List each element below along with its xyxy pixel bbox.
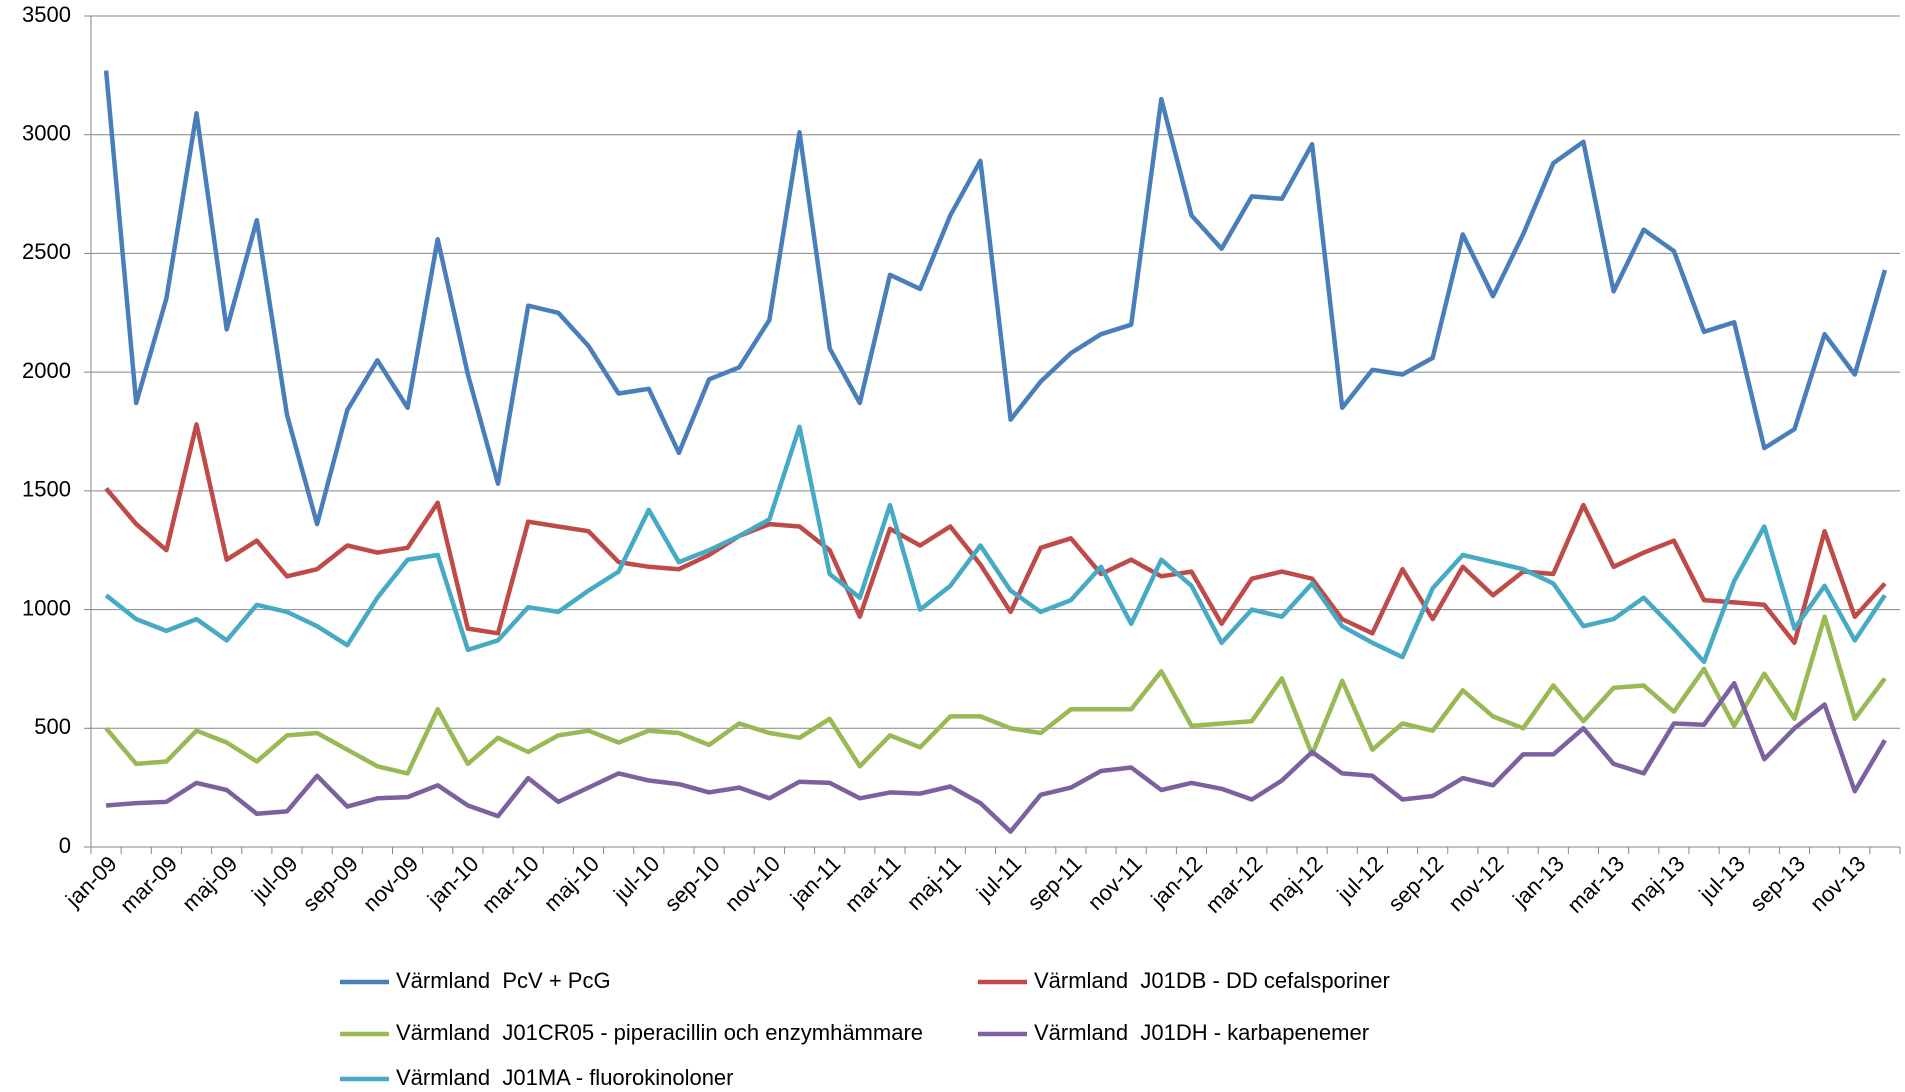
x-tick-label: jan-12 [1145, 851, 1207, 913]
x-tick-label: jul-12 [1332, 851, 1388, 907]
x-tick-label: jul-09 [246, 851, 302, 907]
x-tick-label: jan-13 [1507, 851, 1569, 913]
x-tick-label: jan-10 [422, 851, 484, 913]
x-tick-label: mar-12 [1200, 851, 1267, 918]
x-tick-label: sep-09 [298, 851, 363, 916]
x-tick-label: sep-12 [1383, 851, 1448, 916]
y-tick-label: 500 [34, 714, 71, 739]
x-tick-label: jul-11 [971, 851, 1026, 906]
x-tick-label: mar-09 [115, 851, 182, 918]
x-tick-label: maj-12 [1262, 851, 1327, 916]
legend-label: Värmland J01MA - fluorokinoloner [396, 1065, 734, 1090]
legend-label: Värmland PcV + PcG [396, 968, 611, 993]
x-tick-label: maj-09 [177, 851, 242, 916]
y-tick-label: 1000 [22, 595, 71, 620]
x-tick-label: jan-11 [785, 851, 845, 911]
x-tick-label: maj-11 [902, 851, 966, 915]
x-tick-label: sep-13 [1745, 851, 1810, 916]
x-tick-label: jul-10 [608, 851, 664, 907]
y-tick-label: 0 [59, 833, 71, 858]
x-tick-label: mar-13 [1562, 851, 1629, 918]
x-tick-label: jan-09 [60, 851, 122, 913]
legend-label: Värmland J01CR05 - piperacillin och enzy… [396, 1020, 923, 1045]
y-tick-label: 3500 [22, 2, 71, 27]
x-tick-label: jul-13 [1693, 851, 1749, 907]
x-tick-label: mar-10 [477, 851, 544, 918]
x-tick-label: nov-12 [1443, 851, 1508, 916]
y-tick-label: 2500 [22, 239, 71, 264]
series-line [105, 680, 1887, 834]
y-tick-label: 1500 [22, 477, 71, 502]
series-line [103, 70, 1888, 527]
x-tick-label: sep-10 [659, 851, 724, 916]
x-tick-label: nov-09 [358, 851, 423, 916]
series-line [104, 614, 1887, 776]
x-tick-label: nov-10 [720, 851, 785, 916]
series-line [104, 424, 1887, 665]
x-tick-label: sep-11 [1022, 851, 1086, 915]
x-tick-label: nov-11 [1083, 851, 1147, 915]
legend-label: Värmland J01DH - karbapenemer [1034, 1020, 1369, 1045]
legend-label: Värmland J01DB - DD cefalsporiner [1034, 968, 1390, 993]
x-tick-label: nov-13 [1805, 851, 1870, 916]
series-line [104, 422, 1887, 646]
y-tick-label: 2000 [22, 358, 71, 383]
x-tick-label: maj-10 [539, 851, 604, 916]
x-tick-label: maj-13 [1624, 851, 1689, 916]
x-tick-label: mar-11 [840, 851, 906, 917]
y-tick-label: 3000 [22, 121, 71, 146]
